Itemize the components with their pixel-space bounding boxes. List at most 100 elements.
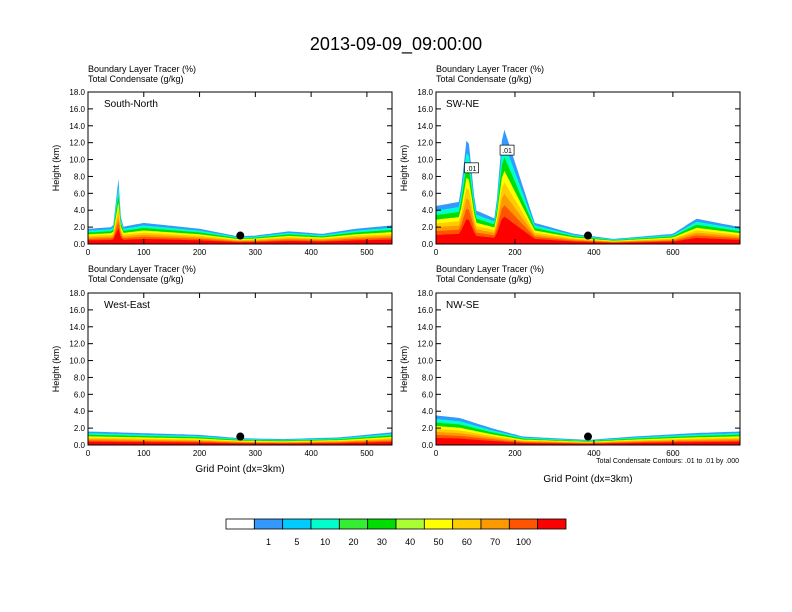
x-tick-label: 200 — [193, 449, 207, 458]
panel-3-xlabel: Grid Point (dx=3km) — [195, 464, 284, 475]
colorbar-box — [338, 518, 369, 530]
colorbar-box — [480, 518, 510, 530]
y-tick-label: 6.0 — [422, 390, 434, 399]
panel-sw-ne: Boundary Layer Tracer (%) Total Condensa… — [399, 64, 741, 257]
contour-label: .01 — [502, 148, 512, 155]
x-tick-label: 200 — [508, 248, 522, 257]
colorbar-box — [537, 518, 567, 530]
station-marker — [236, 432, 245, 441]
y-tick-label: 10.0 — [69, 156, 85, 165]
colorbar-box — [452, 518, 482, 530]
y-tick-label: 8.0 — [422, 373, 434, 382]
panel-1-header-tracer: Boundary Layer Tracer (%) — [88, 64, 196, 74]
y-tick-label: 12.0 — [69, 340, 85, 349]
colorbar-label: 60 — [462, 537, 472, 547]
colorbar-box — [423, 518, 454, 530]
y-tick-label: 12.0 — [417, 139, 433, 148]
y-tick-label: 0.0 — [74, 441, 86, 450]
colorbar-label: 40 — [405, 537, 415, 547]
panel-1-label: South-North — [104, 99, 158, 110]
y-tick-label: 6.0 — [422, 189, 434, 198]
tracer-field-4 — [436, 415, 740, 445]
contour-label-box — [464, 162, 479, 174]
colorbar-box — [253, 518, 284, 530]
x-tick-label: 100 — [137, 449, 151, 458]
y-tick-label: 14.0 — [417, 122, 433, 131]
colorbar-box — [225, 518, 255, 530]
y-tick-label: 18.0 — [417, 88, 433, 97]
station-marker — [584, 231, 592, 240]
y-tick-label: 2.0 — [422, 223, 434, 232]
panel-2-header-tracer: Boundary Layer Tracer (%) — [436, 64, 544, 74]
panel-4-header-condensate: Total Condensate (g/kg) — [436, 274, 532, 284]
y-tick-label: 10.0 — [69, 357, 85, 366]
tracer-band-8 — [88, 228, 392, 244]
y-tick-label: 12.0 — [417, 340, 433, 349]
y-tick-label: 18.0 — [69, 289, 85, 298]
tracer-band-3 — [88, 194, 392, 244]
panel-3-ylabel: Height (km) — [51, 346, 61, 393]
colorbar-label: 30 — [377, 537, 387, 547]
figure-title: 2013-09-09_09:00:00 — [310, 34, 482, 55]
contour-note: Total Condensate Contours: .01 to .01 by… — [596, 458, 739, 465]
y-tick-label: 12.0 — [69, 139, 85, 148]
x-tick-label: 100 — [137, 248, 151, 257]
y-tick-label: 16.0 — [69, 306, 85, 315]
colorbar-box — [395, 518, 425, 530]
y-tick-label: 18.0 — [417, 289, 433, 298]
x-tick-label: 400 — [587, 449, 601, 458]
colorbar: 1 5 10 20 30 40 50 60 70 100 — [225, 518, 567, 547]
panel-4-header-tracer: Boundary Layer Tracer (%) — [436, 264, 544, 274]
y-tick-label: 10.0 — [417, 357, 433, 366]
plot-frame — [435, 292, 741, 446]
colorbar-label: 70 — [490, 537, 500, 547]
x-tick-label: 500 — [360, 248, 374, 257]
panel-4-label: NW-SE — [446, 300, 479, 311]
y-tick-label: 16.0 — [417, 306, 433, 315]
y-tick-label: 2.0 — [422, 424, 434, 433]
panel-1-header-condensate: Total Condensate (g/kg) — [88, 74, 184, 84]
x-tick-label: 500 — [360, 449, 374, 458]
x-tick-label: 400 — [304, 248, 318, 257]
colorbar-box — [508, 518, 539, 530]
y-tick-label: 8.0 — [422, 172, 434, 181]
colorbar-label: 5 — [294, 537, 299, 547]
tracer-field-1 — [88, 179, 392, 244]
panel-3-label: West-East — [104, 300, 150, 311]
panel-west-east: Boundary Layer Tracer (%) Total Condensa… — [51, 264, 393, 475]
x-tick-label: 0 — [434, 248, 439, 257]
colorbar-box — [310, 518, 340, 530]
panel-nw-se: Boundary Layer Tracer (%) Total Condensa… — [399, 264, 741, 485]
panel-1-ylabel: Height (km) — [51, 145, 61, 192]
x-tick-label: 600 — [666, 248, 680, 257]
x-tick-label: 400 — [587, 248, 601, 257]
y-tick-label: 14.0 — [417, 323, 433, 332]
y-tick-label: 18.0 — [69, 88, 85, 97]
y-tick-label: 4.0 — [74, 407, 86, 416]
y-tick-label: 6.0 — [74, 390, 86, 399]
x-tick-label: 300 — [249, 248, 263, 257]
tracer-band-8 — [436, 437, 740, 445]
panel-3-header-condensate: Total Condensate (g/kg) — [88, 274, 184, 284]
panel-3-header-tracer: Boundary Layer Tracer (%) — [88, 264, 196, 274]
panel-2-label: SW-NE — [446, 99, 479, 110]
tracer-band-6 — [88, 215, 392, 244]
tracer-band-8 — [88, 441, 392, 445]
y-tick-label: 8.0 — [74, 373, 86, 382]
tracer-band-7 — [88, 221, 392, 244]
station-marker — [584, 432, 592, 441]
y-tick-label: 0.0 — [422, 240, 434, 249]
x-tick-label: 200 — [193, 248, 207, 257]
contour-label-box — [499, 144, 515, 156]
y-tick-label: 10.0 — [417, 156, 433, 165]
x-tick-label: 600 — [666, 449, 680, 458]
colorbar-label: 20 — [348, 537, 358, 547]
y-tick-label: 16.0 — [69, 105, 85, 114]
y-tick-label: 2.0 — [74, 223, 86, 232]
panel-4-xlabel: Grid Point (dx=3km) — [543, 474, 632, 485]
plot-sw-ne: 0.0 2.0 4.0 6.0 8.0 10.0 12.0 14.0 16.0 18.0 0 200 4… — [417, 88, 741, 257]
x-tick-label: 200 — [508, 449, 522, 458]
y-tick-label: 2.0 — [74, 424, 86, 433]
y-tick-label: 4.0 — [422, 407, 434, 416]
panel-south-north: Boundary Layer Tracer (%) Total Condensa… — [51, 64, 393, 257]
